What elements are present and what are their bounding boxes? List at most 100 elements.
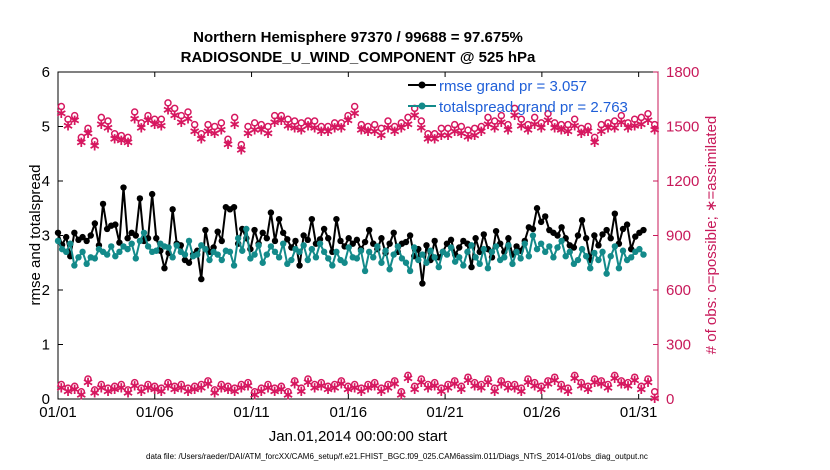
obs-assimilated-marker: ∗: [235, 379, 248, 396]
totalspread-point: [378, 259, 385, 266]
obs-assimilated-marker: ∗: [575, 125, 588, 142]
x-tick-label: 01/06: [136, 404, 174, 421]
totalspread-point: [488, 248, 496, 256]
rmse-point: [161, 265, 168, 272]
rmse-point: [533, 205, 541, 212]
obs-assimilated-marker: ∗: [228, 116, 241, 133]
totalspread-point: [533, 245, 541, 253]
rmse-point: [456, 244, 463, 251]
obs-possible-marker: [477, 122, 486, 131]
obs-assimilated-marker: ∗: [348, 379, 361, 396]
totalspread-point: [525, 253, 533, 260]
totalspread-point: [165, 244, 172, 251]
obs-assimilated-marker: ∗: [448, 123, 461, 140]
obs-assimilated-marker: ∗: [155, 383, 168, 400]
obs-possible-marker: [390, 377, 399, 385]
obs-assimilated-marker: ∗: [402, 370, 415, 387]
obs-assimilated-marker: ∗: [488, 383, 501, 400]
obs-assimilated-marker: ∗: [195, 130, 208, 147]
rmse-point: [275, 215, 283, 223]
rmse-point: [230, 203, 238, 211]
obs-possible-marker: [637, 382, 646, 391]
rmse-point: [300, 232, 307, 239]
totalspread-point: [91, 255, 99, 262]
obs-assimilated-marker: ∗: [368, 123, 381, 140]
rmse-point: [554, 232, 561, 239]
obs-assimilated-marker: ∗: [642, 112, 655, 129]
obs-possible-marker: [357, 384, 366, 392]
totalspread-point: [144, 243, 152, 250]
x-tick-label: 01/01: [39, 404, 77, 421]
rmse-point: [607, 235, 614, 242]
totalspread-point: [103, 251, 111, 258]
obs-assimilated-marker: ∗: [548, 120, 561, 137]
obs-possible-marker: [217, 119, 226, 127]
obs-assimilated-marker: ∗: [528, 377, 541, 394]
rmse-point: [378, 235, 385, 242]
rmse-point: [54, 229, 62, 236]
obs-assimilated-marker: ∗: [615, 376, 628, 393]
totalspread-point: [619, 247, 627, 254]
totalspread-point: [259, 259, 266, 266]
obs-possible-marker: [70, 382, 79, 391]
obs-possible-marker: [384, 117, 392, 125]
totalspread-point: [472, 254, 479, 261]
obs-assimilated-marker: ∗: [602, 379, 615, 396]
legend-rmse-label: rmse grand pr = 3.057: [439, 78, 587, 95]
rmse-point: [337, 237, 344, 245]
obs-possible-marker: [484, 375, 492, 383]
obs-possible-marker: [170, 382, 179, 391]
obs-assimilated-marker: ∗: [275, 112, 288, 129]
obs-assimilated-marker: ∗: [88, 138, 101, 155]
obs-possible-marker: [124, 386, 132, 394]
y-tick-label-right: 600: [666, 282, 691, 299]
obs-assimilated-marker: ∗: [88, 385, 101, 402]
totalspread-point: [554, 244, 561, 251]
obs-assimilated-marker: ∗: [148, 381, 161, 398]
totalspread-point: [582, 253, 590, 260]
obs-assimilated-marker: ∗: [475, 379, 488, 396]
obs-assimilated-marker: ∗: [208, 385, 221, 402]
rmse-point: [431, 237, 438, 245]
obs-possible-marker: [550, 119, 559, 127]
obs-assimilated-marker: ∗: [488, 120, 501, 137]
obs-possible-marker: [90, 137, 99, 145]
rmse-point: [603, 226, 610, 234]
obs-possible-marker: [150, 382, 159, 391]
totalspread-point: [587, 265, 594, 272]
obs-possible-marker: [430, 378, 439, 387]
obs-possible-marker: [370, 120, 379, 129]
totalspread-point: [517, 255, 524, 262]
totalspread-point: [542, 248, 549, 256]
obs-possible-marker: [544, 377, 552, 385]
obs-assimilated-marker: ∗: [275, 381, 288, 398]
totalspread-point: [230, 262, 238, 269]
obs-assimilated-marker: ∗: [575, 377, 588, 394]
rmse-point: [542, 213, 549, 220]
rmse-point: [304, 236, 311, 244]
obs-possible-marker: [524, 375, 532, 383]
obs-possible-marker: [204, 377, 212, 385]
obs-possible-marker: [264, 380, 272, 389]
legend-spread-label: totalspread grand pr = 2.763: [439, 99, 628, 116]
obs-assimilated-marker: ∗: [568, 118, 581, 135]
obs-assimilated-marker: ∗: [102, 383, 115, 400]
obs-possible-marker: [84, 124, 92, 133]
obs-possible-marker: [504, 120, 512, 129]
obs-assimilated-marker: ∗: [528, 116, 541, 133]
totalspread-point: [550, 254, 557, 261]
obs-assimilated-marker: ∗: [288, 376, 301, 393]
totalspread-point: [636, 245, 643, 253]
obs-assimilated-marker: ∗: [248, 121, 261, 138]
obs-possible-marker: [190, 120, 199, 129]
totalspread-point: [402, 259, 410, 266]
obs-possible-marker: [450, 120, 459, 129]
obs-assimilated-marker: ∗: [302, 374, 315, 391]
obs-possible-marker: [197, 380, 206, 389]
obs-assimilated-marker: ∗: [82, 125, 95, 142]
totalspread-point: [628, 254, 635, 261]
obs-possible-marker: [337, 119, 346, 127]
rmse-point: [251, 226, 258, 234]
rmse-point: [537, 218, 545, 226]
y-tick-label-right: 0: [666, 391, 674, 408]
